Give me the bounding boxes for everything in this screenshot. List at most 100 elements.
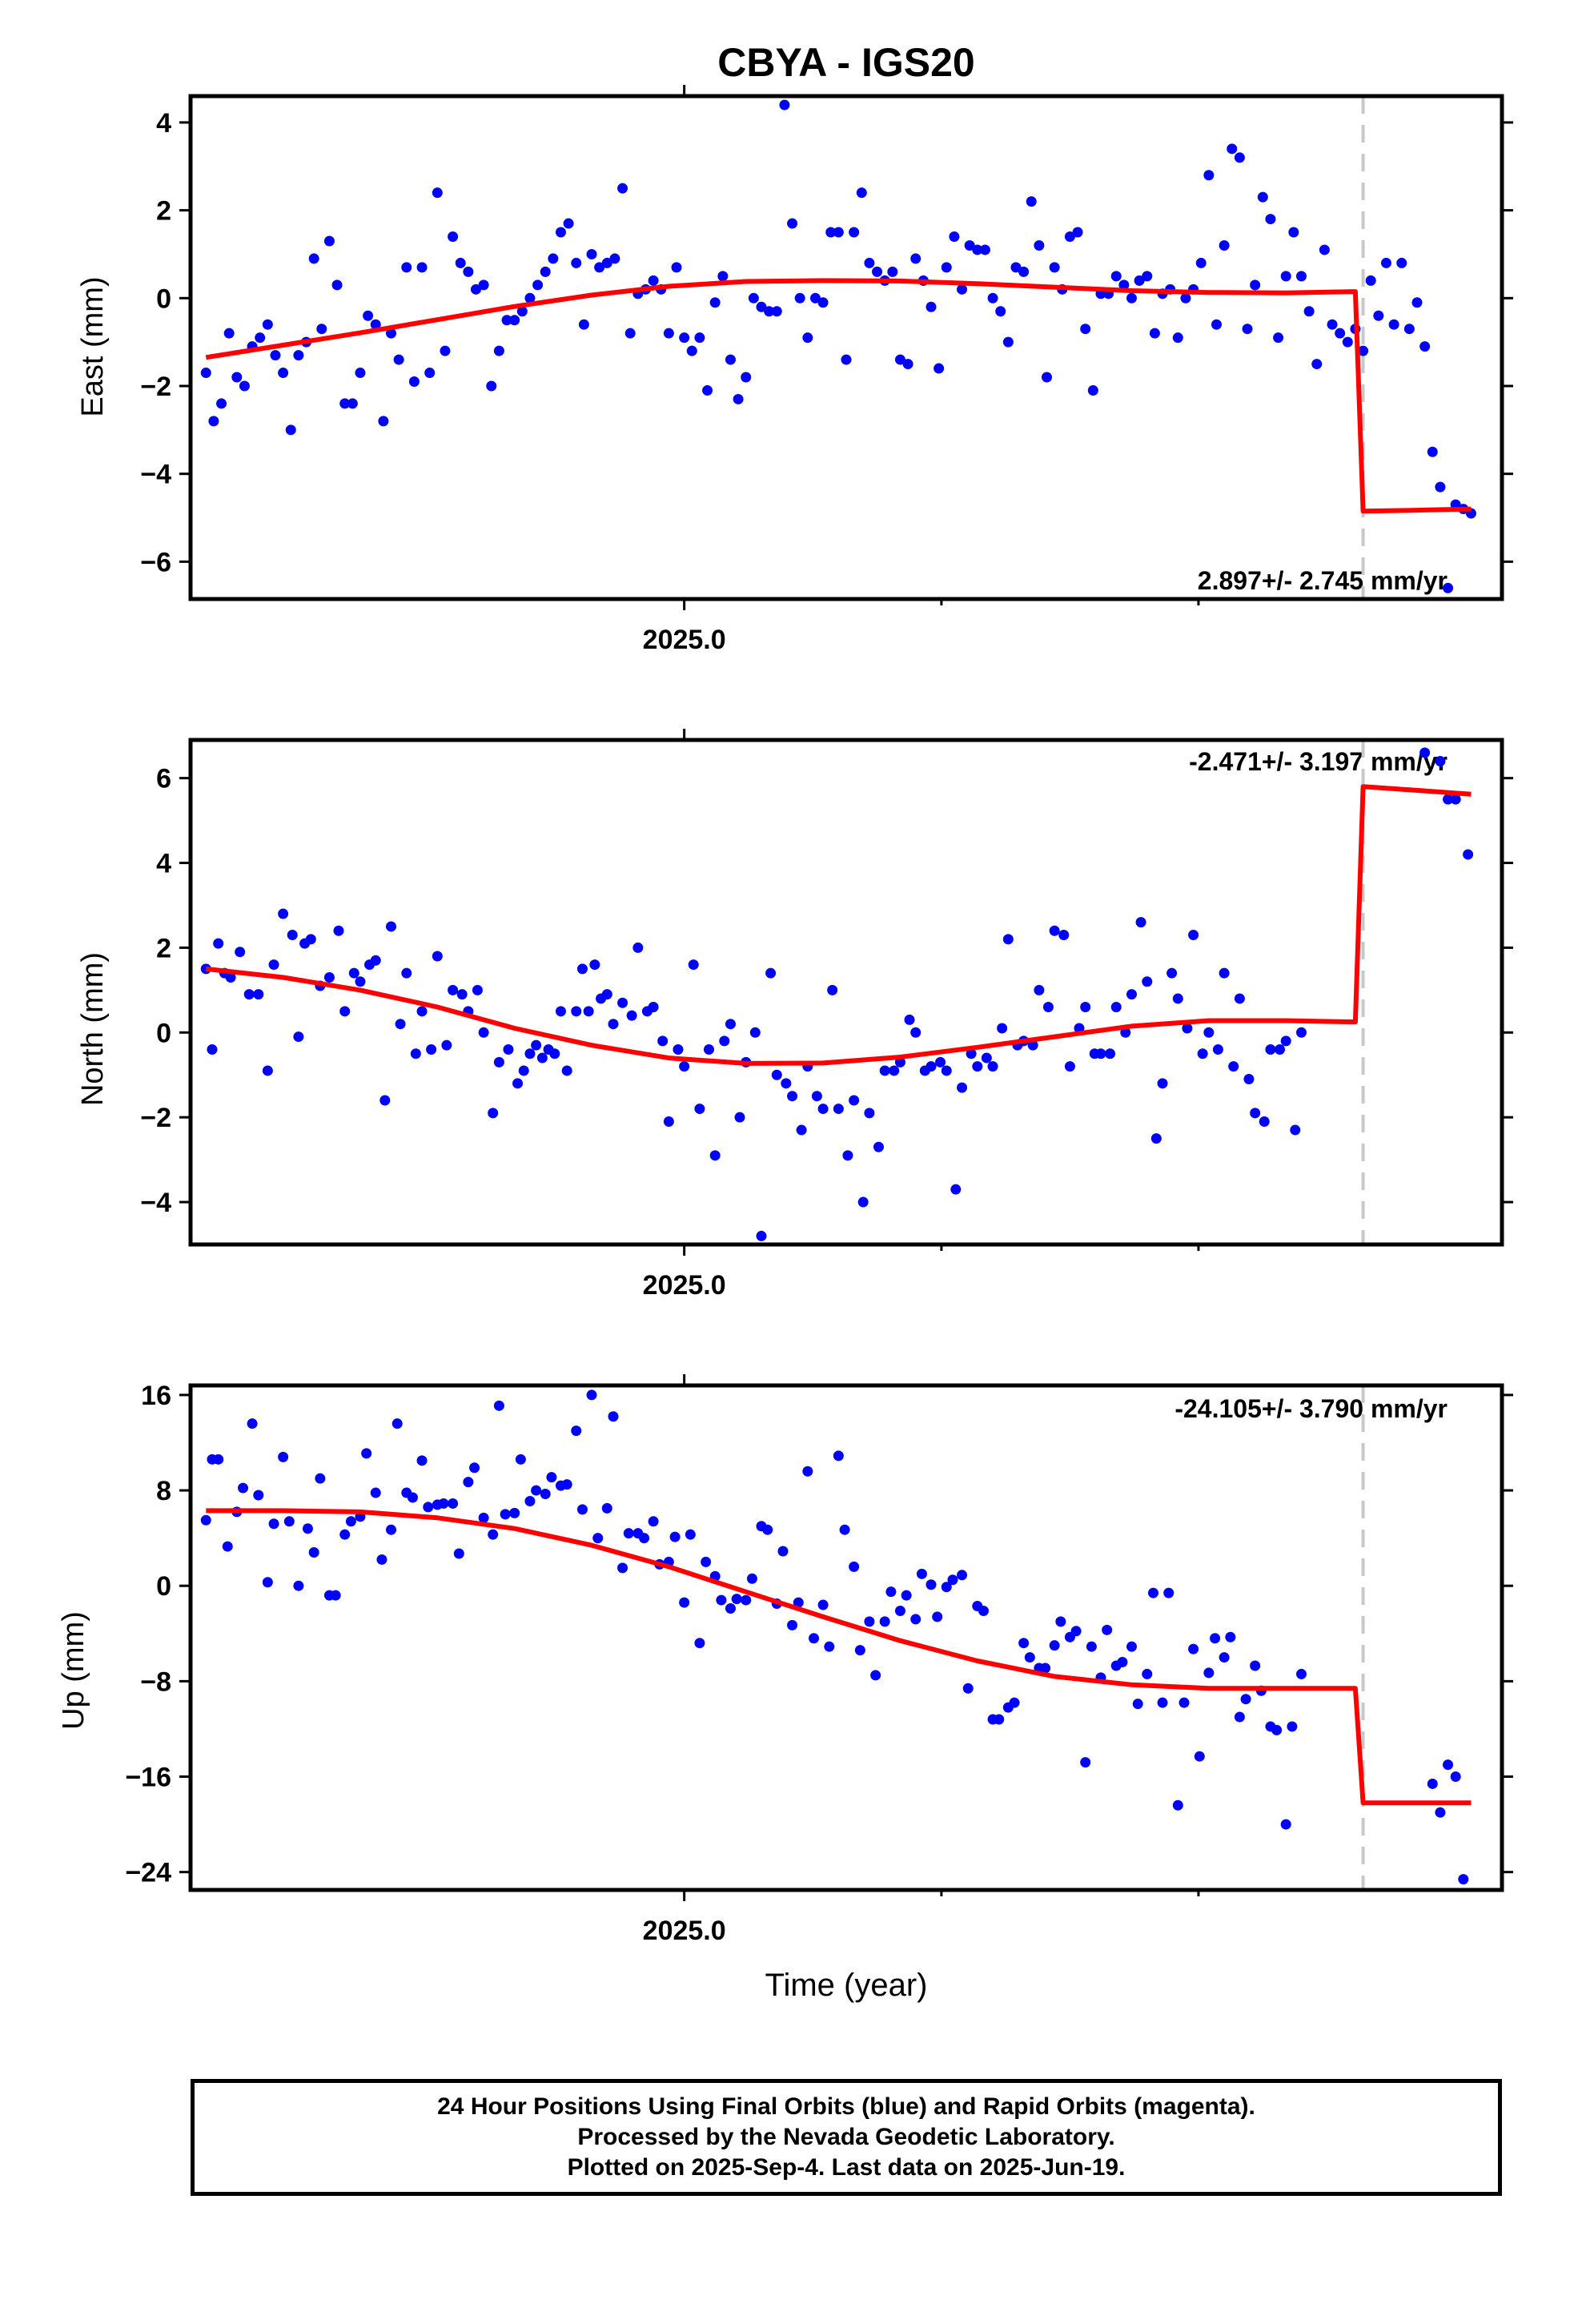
east-data-point (1049, 262, 1060, 273)
east-panel: East (mm) 2.897+/- 2.745 mm/yr −6 −4 −2 0 2 4… (76, 0, 1513, 655)
north-data-point (518, 1065, 529, 1076)
north-data-point (1212, 1043, 1223, 1055)
north-data-point (524, 1048, 536, 1059)
east-data-point (1497, 0, 1508, 6)
up-data-point (601, 1502, 612, 1514)
east-data-point (1257, 191, 1268, 203)
east-data-point (1427, 0, 1438, 6)
up-data-point (932, 1611, 943, 1622)
up-y-tick-label: −24 (125, 1858, 171, 1888)
east-data-point (1142, 271, 1153, 282)
east-data-point (293, 350, 304, 361)
east-data-point (1380, 257, 1391, 268)
north-panel: North (mm) -2.471+/- 3.197 mm/yr −4 −2 0 2 4… (76, 729, 1513, 1301)
north-data-point (472, 984, 483, 995)
north-data-point (756, 1230, 767, 1241)
up-data-point (849, 1561, 860, 1572)
north-data-point (348, 967, 359, 979)
up-y-tick-label: −8 (140, 1667, 171, 1697)
north-plot-area (200, 740, 1474, 1244)
east-data-point (486, 380, 497, 392)
east-data-point (1358, 345, 1369, 356)
east-data-point (926, 301, 937, 312)
up-data-point (1102, 1624, 1113, 1635)
up-data-point (694, 1638, 705, 1649)
north-data-point (1295, 1027, 1307, 1038)
north-data-point (323, 971, 335, 983)
east-data-point (702, 384, 713, 396)
east-data-point (316, 324, 327, 335)
up-data-point (947, 1574, 958, 1586)
north-data-point (441, 1039, 452, 1051)
east-data-point (1203, 170, 1215, 181)
east-data-point (709, 297, 721, 308)
east-data-point (1419, 341, 1431, 352)
east-data-point (355, 368, 366, 379)
east-data-point (363, 310, 374, 321)
east-data-point (1474, 0, 1484, 6)
east-data-point (424, 368, 436, 379)
north-data-point (626, 1010, 637, 1021)
north-data-point (278, 908, 289, 919)
east-data-point (386, 328, 397, 339)
north-data-point (493, 1056, 504, 1068)
up-data-point (608, 1411, 619, 1422)
east-data-point (1250, 279, 1261, 291)
up-rate-label: -24.105+/- 3.790 mm/yr (1174, 1394, 1447, 1423)
north-data-point (1135, 917, 1146, 928)
north-data-point (781, 1078, 792, 1089)
chart-title: CBYA - IGS20 (717, 40, 974, 85)
north-data-point (305, 934, 316, 945)
east-data-point (200, 368, 211, 379)
north-data-point (1259, 1116, 1270, 1127)
north-data-point (1110, 1002, 1122, 1013)
east-data-point (771, 306, 782, 317)
east-data-point (1280, 271, 1291, 282)
east-data-point (648, 275, 659, 286)
north-data-point (355, 976, 366, 987)
north-data-point (771, 1069, 782, 1080)
up-data-point (1132, 1699, 1143, 1710)
up-data-point (463, 1477, 474, 1488)
up-data-point (524, 1495, 536, 1506)
east-data-point (679, 332, 690, 344)
up-data-point (941, 1582, 952, 1593)
east-data-point (563, 218, 574, 229)
up-y-tick-label: 8 (156, 1476, 171, 1506)
north-data-point (1027, 1039, 1038, 1051)
north-data-point (617, 997, 628, 1008)
east-data-point (1365, 275, 1376, 286)
east-data-point (493, 345, 504, 356)
east-data-point (223, 328, 235, 339)
north-data-point (448, 984, 459, 995)
north-data-point (873, 1141, 884, 1152)
east-data-point (1134, 275, 1145, 286)
north-data-point (561, 1065, 572, 1076)
east-data-point (663, 328, 674, 339)
north-rate-label: -2.471+/- 3.197 mm/yr (1189, 747, 1447, 776)
up-model-line (206, 1508, 1472, 1806)
up-data-point (916, 1568, 927, 1579)
up-data-point (423, 1502, 434, 1513)
up-plot-area (200, 1385, 1472, 1890)
north-data-point (1049, 925, 1060, 936)
east-data-point (1342, 336, 1353, 348)
east-data-point (1481, 0, 1492, 6)
up-data-point (957, 1570, 968, 1581)
east-data-point (594, 262, 605, 273)
east-data-point (1211, 319, 1222, 330)
up-data-point (839, 1524, 850, 1535)
up-data-point (1080, 1757, 1091, 1768)
north-data-point (673, 1043, 684, 1055)
up-data-point (793, 1597, 804, 1608)
east-y-axis-label: East (mm) (76, 276, 110, 416)
north-data-point (1064, 1061, 1075, 1072)
east-data-point (478, 279, 489, 291)
east-data-point (787, 218, 798, 229)
north-data-point (1058, 930, 1070, 941)
north-data-point (426, 1043, 437, 1055)
east-data-point (902, 359, 913, 370)
up-data-point (833, 1450, 844, 1462)
north-data-point (488, 1108, 499, 1119)
